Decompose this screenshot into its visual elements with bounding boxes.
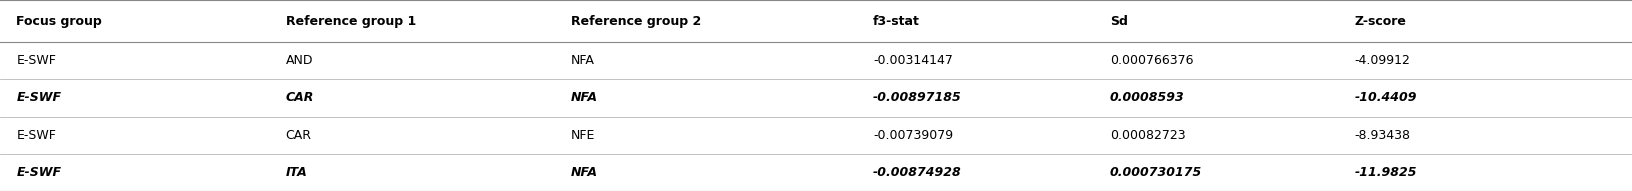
Bar bbox=[0, 42, 1632, 79]
Text: -0.00314147: -0.00314147 bbox=[873, 54, 953, 67]
Text: -10.4409: -10.4409 bbox=[1355, 91, 1417, 104]
Text: f3-stat: f3-stat bbox=[873, 15, 920, 28]
Text: -0.00874928: -0.00874928 bbox=[873, 166, 961, 179]
Text: -0.00897185: -0.00897185 bbox=[873, 91, 961, 104]
Bar bbox=[0, 117, 1632, 154]
Text: -0.00739079: -0.00739079 bbox=[873, 129, 953, 142]
Text: ITA: ITA bbox=[286, 166, 307, 179]
Text: CAR: CAR bbox=[286, 129, 312, 142]
Text: E-SWF: E-SWF bbox=[16, 91, 62, 104]
Text: Reference group 2: Reference group 2 bbox=[571, 15, 702, 28]
Text: NFA: NFA bbox=[571, 166, 599, 179]
Text: Reference group 1: Reference group 1 bbox=[286, 15, 416, 28]
Text: 0.0008593: 0.0008593 bbox=[1110, 91, 1185, 104]
Text: NFA: NFA bbox=[571, 91, 599, 104]
Text: 0.00082723: 0.00082723 bbox=[1110, 129, 1185, 142]
Text: E-SWF: E-SWF bbox=[16, 166, 62, 179]
Text: AND: AND bbox=[286, 54, 313, 67]
Text: -8.93438: -8.93438 bbox=[1355, 129, 1410, 142]
Text: Focus group: Focus group bbox=[16, 15, 103, 28]
Text: 0.000730175: 0.000730175 bbox=[1110, 166, 1203, 179]
Text: Sd: Sd bbox=[1110, 15, 1128, 28]
Bar bbox=[0, 79, 1632, 117]
Text: E-SWF: E-SWF bbox=[16, 54, 55, 67]
Text: E-SWF: E-SWF bbox=[16, 129, 55, 142]
Text: CAR: CAR bbox=[286, 91, 313, 104]
Bar bbox=[0, 0, 1632, 42]
Bar bbox=[0, 154, 1632, 191]
Text: 0.000766376: 0.000766376 bbox=[1110, 54, 1193, 67]
Text: Z-score: Z-score bbox=[1355, 15, 1407, 28]
Text: NFE: NFE bbox=[571, 129, 596, 142]
Text: -4.09912: -4.09912 bbox=[1355, 54, 1410, 67]
Text: -11.9825: -11.9825 bbox=[1355, 166, 1417, 179]
Text: NFA: NFA bbox=[571, 54, 596, 67]
